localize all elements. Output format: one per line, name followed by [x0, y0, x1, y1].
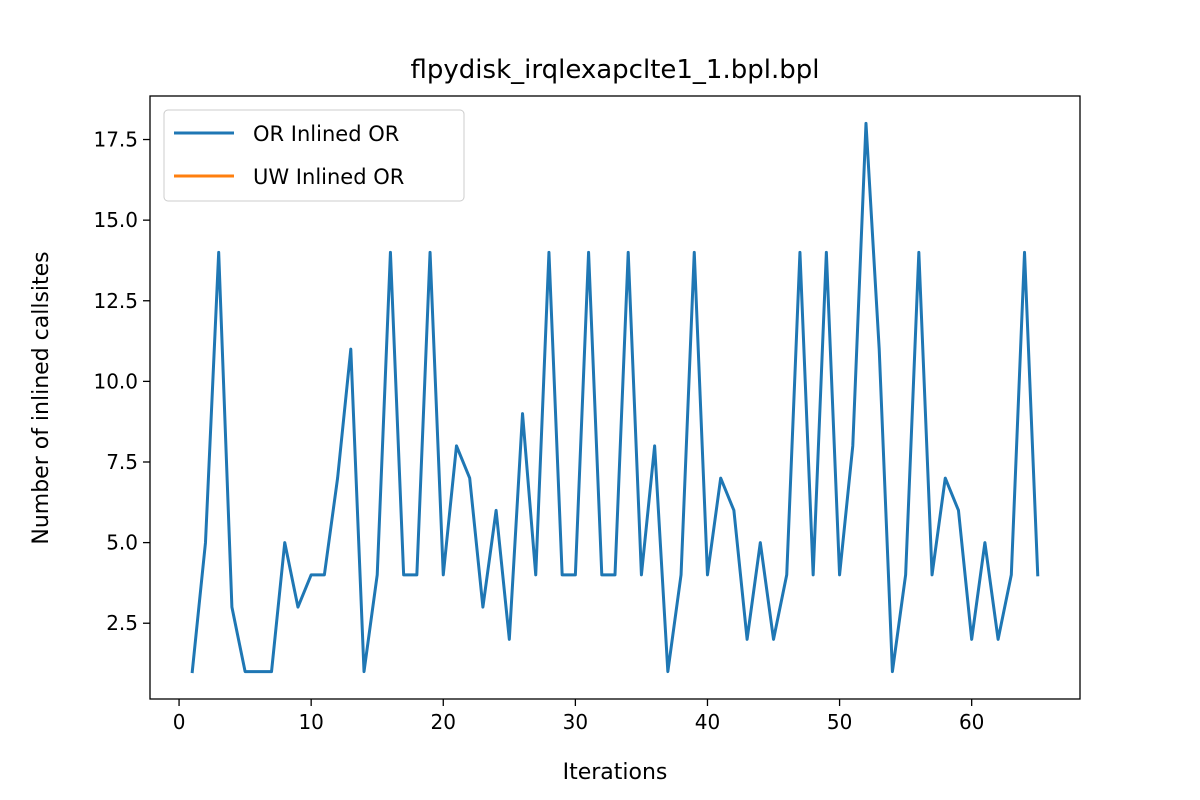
y-tick-label: 15.0	[93, 208, 138, 232]
x-tick-label: 60	[959, 710, 984, 734]
y-tick-label: 7.5	[106, 450, 138, 474]
x-tick-label: 10	[298, 710, 323, 734]
axes-frame	[149, 95, 1081, 700]
y-tick-label: 2.5	[106, 611, 138, 635]
x-axis: 0 10 20 30 40 50 60	[173, 699, 984, 734]
y-tick-label: 10.0	[93, 369, 138, 393]
legend-label-or-inlined-or: OR Inlined OR	[253, 122, 399, 146]
y-axis-label: Number of inlined callsites	[29, 251, 54, 544]
plot-area	[149, 95, 1081, 700]
y-tick-label: 17.5	[93, 128, 138, 152]
x-tick-label: 40	[695, 710, 720, 734]
legend-box	[163, 109, 465, 202]
chart-title: flpydisk_irqlexapclte1_1.bpl.bpl	[411, 55, 820, 85]
x-tick-label: 30	[563, 710, 588, 734]
legend-label-uw-inlined-or: UW Inlined OR	[253, 165, 404, 189]
x-axis-label: Iterations	[563, 760, 668, 785]
y-tick-label: 5.0	[106, 531, 138, 555]
series-line-or-inlined-or	[190, 121, 1040, 674]
x-tick-label: 20	[431, 710, 456, 734]
y-tick-label: 12.5	[93, 289, 138, 313]
x-tick-label: 0	[173, 710, 186, 734]
x-tick-label: 50	[827, 710, 852, 734]
series-layer	[190, 121, 1040, 674]
y-axis: 2.5 5.0 7.5 10.0 12.5 15.0 17.5	[93, 128, 150, 635]
legend: OR Inlined OR UW Inlined OR	[163, 109, 465, 202]
